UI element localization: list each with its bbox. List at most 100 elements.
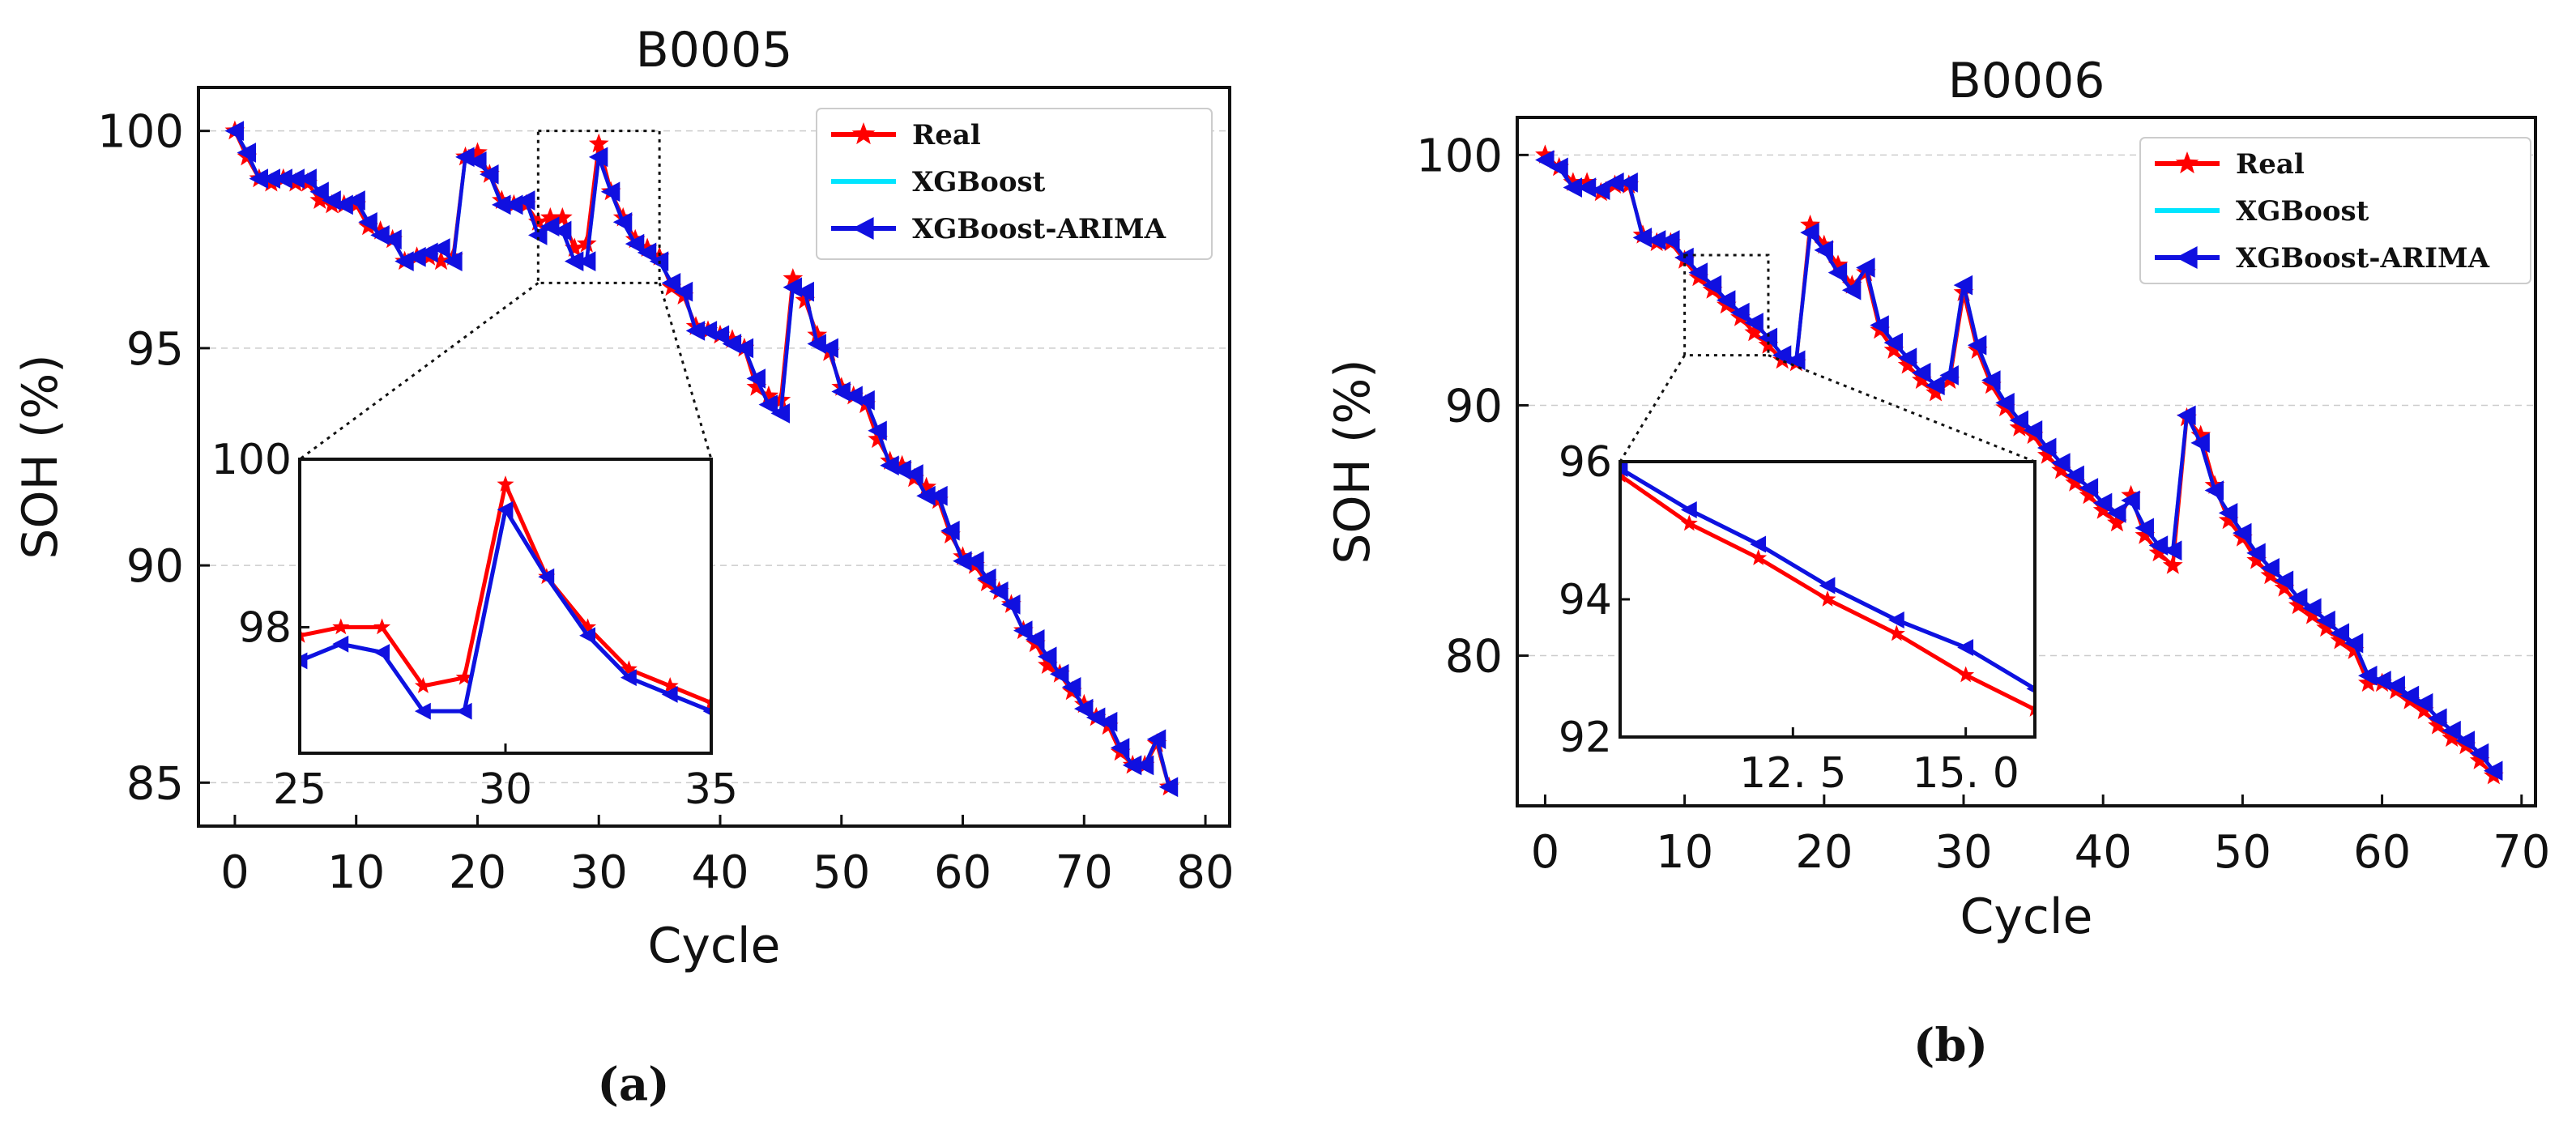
marker-real [916, 476, 936, 496]
inset-marker-real [332, 618, 350, 635]
marker-real [2107, 512, 2127, 532]
marker-real [612, 207, 633, 227]
x-axis-label: Cycle [1960, 888, 2093, 945]
marker-real [540, 207, 561, 227]
x-tick-label: 70 [1056, 846, 1113, 899]
x-tick-label: 10 [1656, 826, 1713, 879]
zoom-connector [658, 282, 713, 460]
inset-marker-real [1819, 590, 1836, 607]
marker-real [758, 385, 779, 405]
marker-xgboost-arima [249, 168, 268, 190]
inset-marker-xgboost-arima [332, 635, 349, 653]
y-tick-label: 95 [126, 323, 184, 376]
marker-xgboost-arima [1535, 150, 1555, 170]
marker-real [1744, 322, 1765, 342]
marker-real [1897, 355, 1918, 374]
marker-xgboost-arima [2399, 685, 2420, 706]
marker-xgboost-arima [1716, 290, 1736, 310]
marker-xgboost-arima [1800, 222, 1819, 243]
marker-real [807, 324, 828, 344]
marker-xgboost-arima [1098, 711, 1118, 732]
marker-xgboost-arima [1953, 275, 1973, 296]
marker-xgboost-arima [1786, 350, 1806, 371]
marker-xgboost-arima [2065, 465, 2084, 486]
marker-real [722, 329, 743, 348]
x-tick-label: 0 [1531, 826, 1560, 879]
marker-xgboost-arima [2288, 588, 2308, 608]
marker-real [1828, 254, 1849, 274]
marker-xgboost-arima [2107, 503, 2126, 523]
inset-x-tick-label: 12. 5 [1739, 749, 1846, 798]
marker-xgboost-arima [2036, 437, 2057, 458]
marker-xgboost-arima [868, 420, 887, 441]
marker-xgboost-arima [480, 164, 499, 185]
y-tick-label: 90 [126, 540, 184, 593]
marker-real [649, 246, 670, 266]
marker-xgboost-arima [576, 251, 596, 271]
marker-xgboost-arima [285, 168, 305, 190]
inset-marker-real [2026, 701, 2035, 717]
marker-xgboost-arima [2009, 410, 2029, 431]
inset-x-tick-label: 35 [685, 765, 738, 814]
marker-xgboost-arima [1661, 230, 1680, 250]
inset-x-tick-label: 25 [273, 765, 326, 814]
inset-marker-real [209, 593, 226, 609]
inset-marker-real [300, 626, 309, 643]
marker-real [637, 237, 658, 257]
marker-xgboost-arima [1110, 738, 1130, 758]
x-tick-label: 0 [220, 846, 249, 899]
marker-xgboost-arima [1632, 228, 1653, 248]
marker-xgboost-arima [492, 194, 511, 215]
inset-marker-xgboost-arima [661, 685, 678, 703]
marker-xgboost-arima [1563, 177, 1582, 198]
marker-real [2009, 417, 2030, 437]
marker-xgboost-arima [2023, 420, 2043, 441]
marker-xgboost-arima [1870, 315, 1889, 335]
inset-y-tick-label: 96 [1559, 438, 1612, 487]
marker-real [2051, 459, 2071, 479]
marker-real [564, 237, 585, 257]
marker-xgboost-arima [770, 403, 790, 424]
inset-background [300, 459, 711, 753]
inset-marker-xgboost-arima [1819, 577, 1836, 594]
marker-xgboost-arima [2204, 480, 2224, 501]
marker-xgboost-arima [710, 325, 730, 346]
inset-y-tick-label: 100 [211, 436, 292, 484]
inset-y-tick-label: 94 [1559, 576, 1612, 624]
marker-xgboost-arima [552, 220, 572, 241]
marker-real [588, 133, 609, 153]
marker-xgboost-arima [1549, 157, 1568, 178]
marker-xgboost-arima [224, 121, 245, 141]
marker-real [625, 228, 646, 249]
inset-marker-xgboost-arima [373, 644, 390, 661]
marker-xgboost-arima [977, 568, 996, 589]
inset-marker-xgboost-arima [744, 745, 760, 762]
inset-marker-xgboost-arima [497, 501, 514, 518]
marker-xgboost-arima [940, 520, 960, 541]
inset-marker-real [702, 693, 711, 710]
marker-real [1841, 275, 1862, 294]
marker-xgboost-arima [916, 485, 936, 506]
inset-plot [209, 475, 760, 762]
marker-xgboost-arima [346, 190, 365, 211]
legend-label-xgboost-arima: XGBoost-ARIMA [2236, 242, 2490, 275]
marker-xgboost-arima [2455, 731, 2476, 751]
marker-xgboost-arima [1619, 173, 1638, 193]
inset-marker-xgboost-arima [579, 627, 596, 645]
legend-label-xgboost: XGBoost [2236, 195, 2369, 228]
marker-xgboost-arima [1967, 334, 1987, 356]
inset-marker-real [1957, 666, 1975, 683]
marker-xgboost-arima [237, 143, 257, 163]
marker-xgboost-arima [588, 147, 608, 168]
marker-real [892, 454, 912, 475]
chart-panel-a: 0 10 20 30 40 50 60 70 80 85 90 95 100 B0005 Cycle SOH … [12, 22, 1235, 974]
legend-marker-real [851, 122, 876, 145]
marker-xgboost-arima [297, 168, 317, 190]
marker-real [2469, 750, 2490, 769]
inset-marker-xgboost-arima [414, 702, 431, 720]
legend-marker-real [2175, 151, 2199, 174]
marker-real [2162, 555, 2183, 574]
marker-real [1535, 144, 1555, 164]
marker-xgboost-arima [600, 181, 621, 202]
caption-a: (a) [597, 1058, 669, 1111]
